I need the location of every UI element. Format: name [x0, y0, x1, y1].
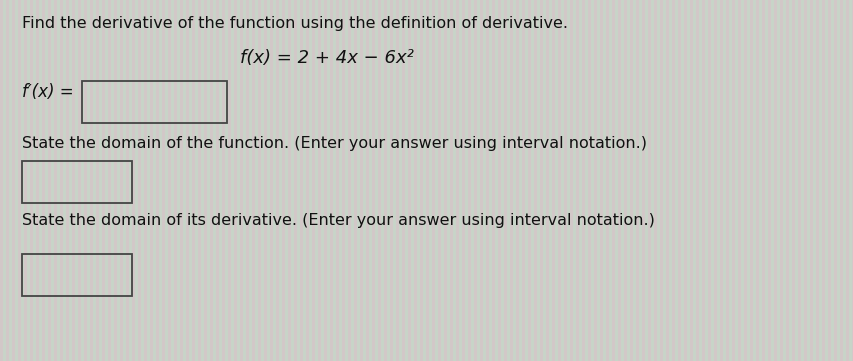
Bar [22, 254, 132, 296]
Text: f′(x) =: f′(x) = [22, 83, 73, 101]
Text: State the domain of the function. (Enter your answer using interval notation.): State the domain of the function. (Enter… [22, 136, 647, 151]
Bar [22, 161, 132, 203]
Text: Find the derivative of the function using the definition of derivative.: Find the derivative of the function usin… [22, 16, 567, 31]
Bar [82, 81, 227, 123]
Text: f(x) = 2 + 4x − 6x²: f(x) = 2 + 4x − 6x² [240, 49, 414, 67]
Text: State the domain of its derivative. (Enter your answer using interval notation.): State the domain of its derivative. (Ent… [22, 213, 654, 228]
